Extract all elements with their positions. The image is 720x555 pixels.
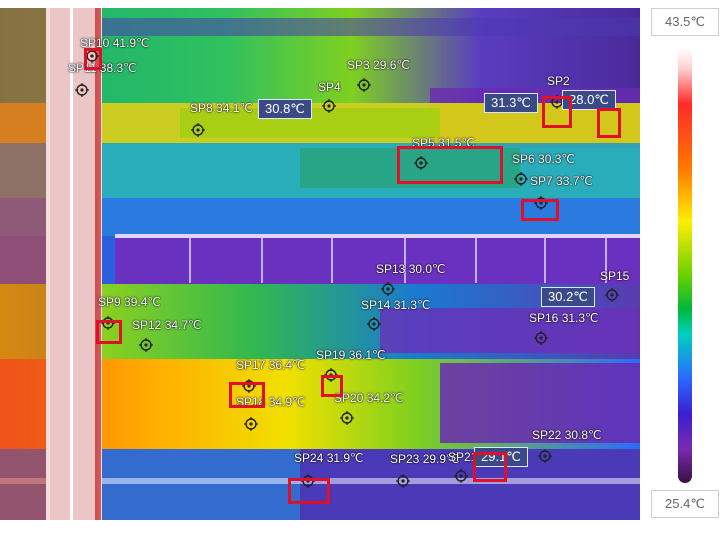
temperature-tag: 31.3℃ [484, 93, 538, 113]
spot-label: SP12 34.7℃ [132, 318, 202, 332]
spot-label: SP22 30.8℃ [532, 428, 602, 442]
spot-marker-icon[interactable] [414, 156, 428, 170]
spot-label: SP9 39.4℃ [98, 295, 161, 309]
spot-marker-icon[interactable] [242, 379, 256, 393]
spot-marker-icon[interactable] [396, 474, 410, 488]
scale-max-label: 43.5℃ [651, 8, 719, 36]
spot-label: SP20 34.2℃ [334, 391, 404, 405]
spot-marker-icon[interactable] [340, 411, 354, 425]
spot-label: SP17 36.4℃ [236, 358, 306, 372]
spot-marker-icon[interactable] [322, 99, 336, 113]
spot-marker-icon[interactable] [367, 317, 381, 331]
spot-marker-icon[interactable] [534, 196, 548, 210]
spot-label: SP2 [547, 74, 570, 88]
spot-label: SP11 38.3℃ [68, 61, 137, 75]
highlight-box [597, 108, 621, 138]
spot-label: SP23 29.9℃ [390, 452, 460, 466]
spot-marker-icon[interactable] [75, 83, 89, 97]
highlight-box [288, 478, 330, 504]
spot-label: SP14 31.3℃ [361, 298, 431, 312]
spot-label: SP13 30.0℃ [376, 262, 446, 276]
highlight-box [397, 146, 503, 184]
spot-marker-icon[interactable] [538, 449, 552, 463]
highlight-box [229, 382, 265, 408]
temperature-tag: 30.8℃ [258, 99, 312, 119]
highlight-box [542, 96, 572, 128]
spot-label: SP3 29.6℃ [347, 58, 410, 72]
spot-marker-icon[interactable] [534, 331, 548, 345]
spot-label: SP21 [448, 450, 478, 464]
spot-marker-icon[interactable] [191, 123, 205, 137]
spot-label: SP16 31.3℃ [529, 311, 599, 325]
spot-label: SP24 31.9℃ [294, 451, 364, 465]
color-scale-bar [678, 47, 692, 483]
spot-marker-icon[interactable] [139, 338, 153, 352]
spot-label: SP4 [318, 80, 341, 94]
spot-label: SP7 33.7℃ [530, 174, 593, 188]
spot-label: SP19 36.1℃ [316, 348, 386, 362]
spot-marker-icon[interactable] [454, 469, 468, 483]
highlight-box [96, 320, 122, 344]
highlight-box [321, 375, 343, 397]
spot-marker-icon[interactable] [514, 172, 528, 186]
highlight-box [473, 452, 507, 482]
spot-label: SP8 34.1℃ [190, 101, 253, 115]
temperature-tag: 30.2℃ [541, 287, 595, 307]
spot-marker-icon[interactable] [381, 282, 395, 296]
highlight-box [521, 199, 559, 221]
spot-label: SP6 30.3℃ [512, 152, 575, 166]
temperature-tag: 28.0℃ [562, 90, 616, 110]
spot-marker-icon[interactable] [244, 417, 258, 431]
highlight-box [84, 48, 102, 70]
spot-label: SP15 [600, 269, 630, 283]
spot-marker-icon[interactable] [605, 288, 619, 302]
scale-min-label: 25.4℃ [651, 490, 719, 518]
spot-label: SP10 41.9℃ [80, 36, 150, 50]
spot-marker-icon[interactable] [357, 78, 371, 92]
